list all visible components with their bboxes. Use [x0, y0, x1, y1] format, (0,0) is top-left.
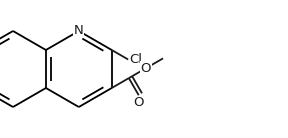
Text: O: O — [141, 62, 151, 75]
Text: O: O — [133, 96, 144, 109]
Text: Cl: Cl — [129, 53, 142, 66]
Text: N: N — [74, 25, 84, 38]
